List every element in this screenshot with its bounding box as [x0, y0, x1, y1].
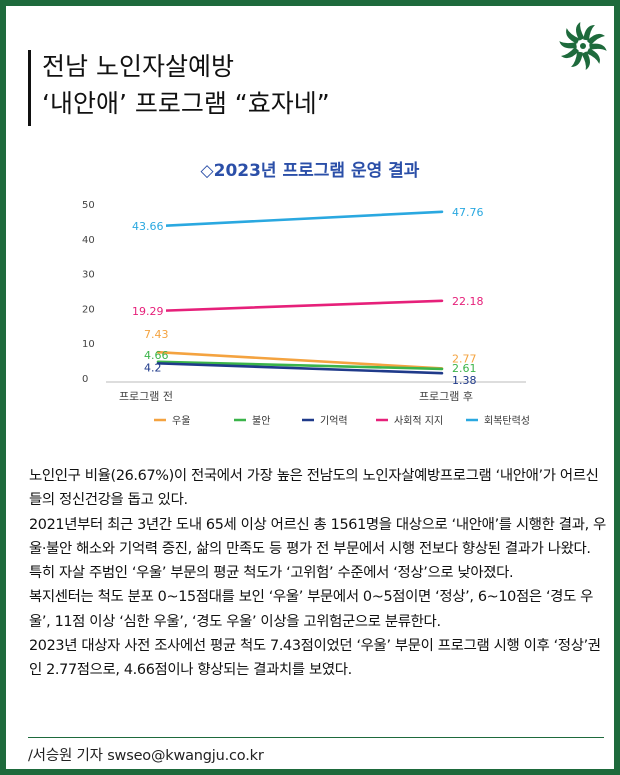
x-tick-label: 프로그램 전 — [119, 390, 173, 403]
data-label-end: 2.61 — [452, 362, 477, 375]
article-paragraph: 2021년부터 최근 3년간 도내 65세 이상 어르신 총 1561명을 대상… — [29, 516, 606, 557]
data-label-end: 47.76 — [452, 206, 484, 219]
article-paragraph: 2023년 대상자 사전 조사에선 평균 척도 7.43점이었던 ‘우울’ 부문… — [29, 638, 601, 679]
line-chart-svg: 0 10 20 30 40 50 프로그램 전 프로그램 후 7.43 2.77 4.66 2.61 4… — [82, 200, 530, 427]
series-line-4 — [156, 210, 444, 228]
y-tick-label: 20 — [82, 304, 95, 315]
y-tick-label: 0 — [82, 374, 88, 385]
byline: /서승원 기자 swseo@kwangju.co.kr — [28, 748, 264, 764]
y-tick-label: 30 — [82, 270, 95, 281]
data-label-start: 43.66 — [132, 220, 164, 233]
legend-label: 기억력 — [320, 415, 348, 427]
x-tick-label: 프로그램 후 — [419, 390, 473, 403]
series-line-1 — [156, 360, 444, 371]
y-tick-label: 50 — [82, 200, 95, 211]
card-frame: 전남 노인자살예방 ‘내안애’ 프로그램 “효자네” 0 10 20 30 40 50 프로… — [6, 6, 614, 769]
byline-divider — [28, 737, 604, 738]
data-label-start: 4.66 — [144, 349, 169, 362]
article-paragraph: 노인인구 비율(26.67%)이 전국에서 가장 높은 전남도의 노인자살예방프… — [29, 468, 599, 509]
series-line-3 — [156, 299, 444, 313]
data-label-end: 22.18 — [452, 295, 484, 308]
headline: 전남 노인자살예방 ‘내안애’ 프로그램 “효자네” — [42, 48, 330, 122]
y-tick-label: 10 — [82, 339, 95, 350]
article-paragraph: 특히 자살 주범인 ‘우울’ 부문의 평균 척도가 ‘고위험’ 수준에서 ‘정상… — [29, 565, 514, 582]
series-line-2 — [156, 362, 444, 375]
series-line-0 — [156, 350, 444, 370]
data-label-start: 7.43 — [144, 328, 169, 341]
data-label-start: 19.29 — [132, 305, 164, 318]
chart-title: ◇2023년 프로그램 운영 결과 — [200, 161, 420, 181]
y-tick-label: 40 — [82, 235, 95, 246]
label-backing — [130, 218, 166, 235]
data-label-end: 2.77 — [452, 352, 477, 365]
legend-label: 불안 — [252, 415, 270, 427]
article-body: 노인인구 비율(26.67%)이 전국에서 가장 높은 전남도의 노인자살예방프… — [29, 464, 609, 683]
data-label-end: 1.38 — [452, 374, 477, 387]
legend-label: 우울 — [172, 415, 190, 427]
legend-label: 사회적 지지 — [394, 415, 443, 427]
headline-line-2: ‘내안애’ 프로그램 “효자네” — [42, 89, 330, 118]
label-backing — [130, 302, 166, 319]
article-paragraph: 복지센터는 척도 분포 0~15점대를 보인 ‘우울’ 부문에서 0~5점이면 … — [29, 589, 594, 630]
headline-line-1: 전남 노인자살예방 — [42, 52, 234, 81]
legend-label: 회복탄력성 — [484, 415, 530, 427]
title-accent-bar — [28, 50, 31, 126]
data-label-start: 4.2 — [144, 361, 162, 374]
pinwheel-logo-icon — [559, 21, 607, 71]
chart: 0 10 20 30 40 50 프로그램 전 프로그램 후 7.43 2.77 4.66 2.61 4… — [66, 152, 566, 442]
